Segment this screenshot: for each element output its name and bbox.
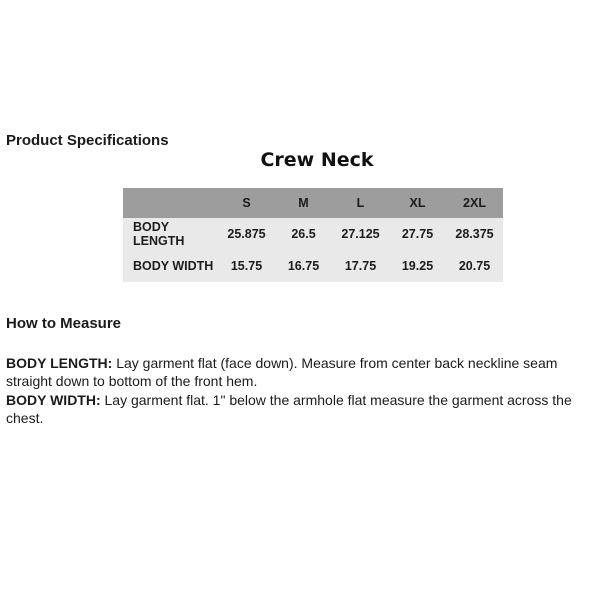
column-header-l: L: [332, 188, 389, 218]
body-width-term: BODY WIDTH:: [6, 392, 101, 408]
column-header-blank: [123, 188, 218, 218]
body-length-description: Lay garment flat (face down). Measure fr…: [6, 355, 558, 389]
table-cell-body-length-xl: 27.75: [389, 218, 446, 250]
table-row-body-length: BODY LENGTH 25.875 26.5 27.125 27.75 28.…: [123, 218, 503, 250]
table-cell-body-width-2xl: 20.75: [446, 250, 503, 282]
column-header-m: M: [275, 188, 332, 218]
column-header-xl: XL: [389, 188, 446, 218]
table-cell-body-width-l: 17.75: [332, 250, 389, 282]
row-label-body-length: BODY LENGTH: [123, 218, 218, 250]
body-length-instruction: BODY LENGTH: Lay garment flat (face down…: [6, 354, 598, 390]
body-length-term: BODY LENGTH:: [6, 355, 113, 371]
measure-instructions: BODY LENGTH: Lay garment flat (face down…: [6, 354, 598, 428]
body-width-description: Lay garment flat. 1" below the armhole f…: [6, 392, 572, 426]
column-header-s: S: [218, 188, 275, 218]
table-header-row: S M L XL 2XL: [123, 188, 503, 218]
product-title: Crew Neck: [260, 149, 374, 171]
how-to-measure-heading: How to Measure: [6, 315, 122, 332]
size-spec-table: S M L XL 2XL BODY LENGTH 25.875 26.5 27.…: [123, 188, 503, 282]
table-cell-body-length-2xl: 28.375: [446, 218, 503, 250]
column-header-2xl: 2XL: [446, 188, 503, 218]
body-width-instruction: BODY WIDTH: Lay garment flat. 1" below t…: [6, 391, 598, 427]
table-cell-body-width-xl: 19.25: [389, 250, 446, 282]
table-cell-body-length-m: 26.5: [275, 218, 332, 250]
table-row-body-width: BODY WIDTH 15.75 16.75 17.75 19.25 20.75: [123, 250, 503, 282]
product-specifications-heading: Product Specifications: [6, 132, 169, 149]
table-cell-body-length-s: 25.875: [218, 218, 275, 250]
row-label-body-width: BODY WIDTH: [123, 250, 218, 282]
table-cell-body-width-m: 16.75: [275, 250, 332, 282]
table-cell-body-length-l: 27.125: [332, 218, 389, 250]
table-cell-body-width-s: 15.75: [218, 250, 275, 282]
